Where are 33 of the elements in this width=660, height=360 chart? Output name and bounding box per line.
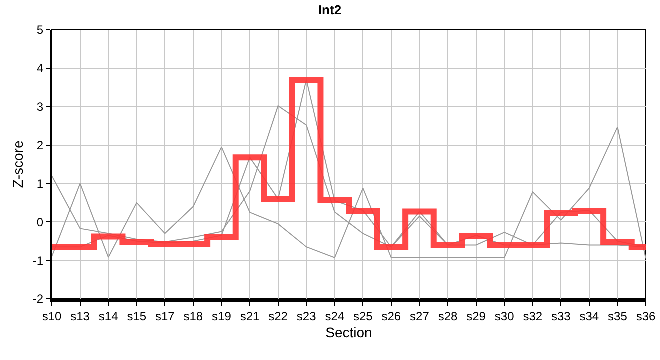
x-tick-label: s19 [212,309,232,324]
y-tick-label: 4 [36,62,44,76]
y-tick-label: -1 [32,254,44,268]
x-tick-label: s33 [551,309,572,324]
y-axis-title: Z-score [10,140,26,188]
x-tick-label: s26 [382,309,402,324]
y-tick-label: 3 [36,100,44,114]
x-tick-label: s10 [42,309,62,324]
x-tick-label: s23 [296,309,317,324]
y-tick-label: -2 [32,292,44,306]
x-tick-label: s22 [268,309,288,324]
y-tick-label: 0 [36,215,44,230]
y-tick-label: 2 [36,138,44,152]
x-tick-label: s30 [494,309,515,324]
x-tick-label: s29 [466,309,486,324]
x-tick-label: s14 [98,309,119,324]
x-tick-label: s27 [410,309,430,324]
x-tick-label: s15 [127,309,147,324]
chart-title: Int2 [318,2,342,18]
x-tick-label: s36 [636,309,656,324]
x-tick-label: s35 [608,309,628,324]
x-tick-label: s21 [240,309,260,324]
x-tick-label: s25 [353,309,374,324]
x-axis-title: Section [326,324,372,341]
x-tick-label: s28 [438,309,458,324]
x-tick-label: s32 [523,309,543,324]
x-tick-label: s17 [155,309,176,324]
x-tick-label: s34 [580,309,600,324]
y-tick-label: 5 [36,23,44,38]
x-tick-label: s24 [325,309,345,324]
x-tick-label: s13 [70,309,90,324]
x-tick-label: s18 [184,309,204,324]
y-tick-label: 1 [36,176,44,191]
